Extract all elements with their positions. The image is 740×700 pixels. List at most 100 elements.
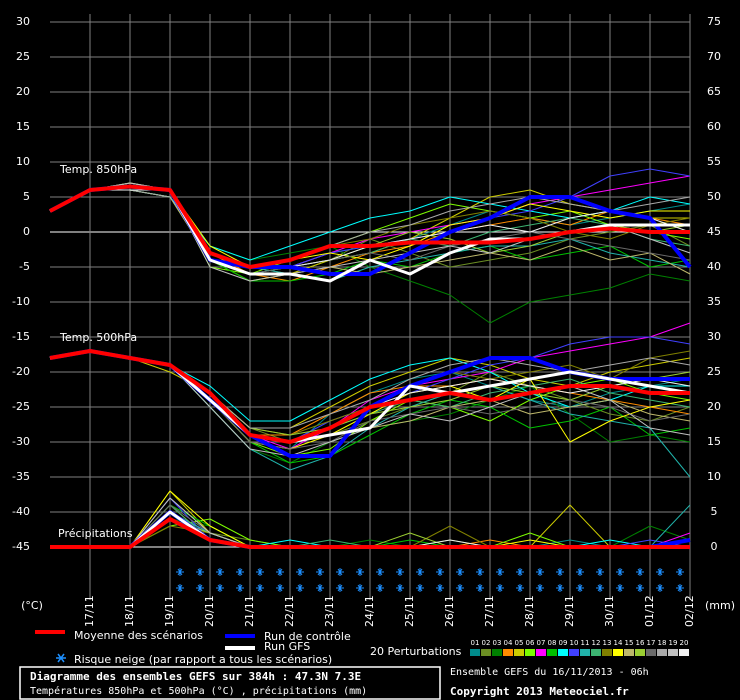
snow-mark [436,584,444,592]
snow-mark [516,568,524,576]
snow-mark [516,584,524,592]
x-tick-label: 21/11 [243,595,256,627]
perturbation-legend: 01 02 03 04 05 06 07 08 09 10 11 12 13 14 15 16 17 18 19 20 [470,639,689,656]
legend-label: 09 [559,639,568,647]
y2-tick-label: 0 [711,540,718,553]
copyright: Copyright 2013 Meteociel.fr [450,685,629,698]
footer-subtitle: Températures 850hPa et 500hPa (°C) , pré… [30,685,367,697]
snow-mark [356,584,364,592]
legend-swatch [602,649,612,656]
x-tick-label: 18/11 [123,595,136,627]
snow-mark [336,584,344,592]
x-tick-label: 20/11 [203,595,216,627]
snow-mark [276,568,284,576]
legend-label: 03 [493,639,502,647]
snow-mark [396,568,404,576]
legend-label: 10 [570,639,579,647]
snow-mark [676,584,684,592]
y2-tick-label: 25 [707,365,721,378]
snow-mark [636,584,644,592]
snow-mark [456,584,464,592]
legend-swatch [646,649,656,656]
legend-label: Run GFS [264,640,310,653]
legend-label: 04 [504,639,513,647]
snow-mark [296,568,304,576]
footer-title: Diagramme des ensembles GEFS sur 384h : … [30,670,361,683]
annotation: Précipitations [58,527,133,540]
x-tick-label: 29/11 [563,595,576,627]
snow-mark [256,584,264,592]
snow-mark [356,568,364,576]
line [49,350,691,429]
snow-mark [596,568,604,576]
x-tick-label: 30/11 [603,595,616,627]
snow-mark [236,584,244,592]
legend-label: Moyenne des scénarios [74,629,203,642]
snow-mark [496,568,504,576]
snow-mark [176,584,184,592]
snow-mark [616,568,624,576]
snow-mark [476,568,484,576]
y2-tick-label: 35 [707,295,721,308]
y2-tick-label: 20 [707,400,721,413]
x-tick-label: 27/11 [483,595,496,627]
snow-mark [416,584,424,592]
legend-label: 01 [471,639,480,647]
y-tick-label: -10 [12,295,30,308]
legend-swatch [668,649,678,656]
legend-swatch [635,649,645,656]
snow-mark [576,568,584,576]
y-tick-label: 10 [16,155,30,168]
snow-mark [676,568,684,576]
legend-label: 19 [669,639,678,647]
legend-label: 13 [603,639,612,647]
snow-mark [576,584,584,592]
snow-mark [496,584,504,592]
y2-unit: (mm) [705,599,735,612]
legend-swatch [503,649,513,656]
snow-mark [436,568,444,576]
legend-label: 17 [647,639,656,647]
legend-swatch [525,649,535,656]
line [50,517,690,549]
legend-label: 18 [658,639,667,647]
snow-mark [176,568,184,576]
x-tick-label: 01/12 [643,595,656,627]
annotation: Temp. 850hPa [59,163,137,176]
snow-mark [536,568,544,576]
y-tick-label: 25 [16,50,30,63]
snow-mark [256,568,264,576]
snow-mark [616,584,624,592]
x-tick-label: 24/11 [363,595,376,627]
legend-swatch [591,649,601,656]
snow-mark [416,568,424,576]
y-tick-label: 20 [16,85,30,98]
y-tick-label: -35 [12,470,30,483]
snow-mark [476,584,484,592]
y2-tick-label: 75 [707,15,721,28]
snow-mark [376,584,384,592]
line [49,349,690,444]
snow-mark [236,568,244,576]
snow-mark [316,584,324,592]
y-tick-label: -15 [12,330,30,343]
legend-label: 20 [680,639,689,647]
snow-mark [296,584,304,592]
legend-swatch [481,649,491,656]
y-tick-label: -30 [12,435,30,448]
legend-swatch [558,649,568,656]
snow-mark [216,584,224,592]
legend-swatch [569,649,579,656]
y-tick-label: -25 [12,400,30,413]
x-tick-label: 26/11 [443,595,456,627]
y-tick-label: -45 [12,540,30,553]
x-tick-label: 19/11 [163,595,176,627]
legend-label: 15 [625,639,634,647]
snow-mark [596,584,604,592]
snow-mark [216,568,224,576]
snow-mark [456,568,464,576]
y-tick-label: 0 [23,225,30,238]
legend-swatch [514,649,524,656]
snow-mark [656,568,664,576]
